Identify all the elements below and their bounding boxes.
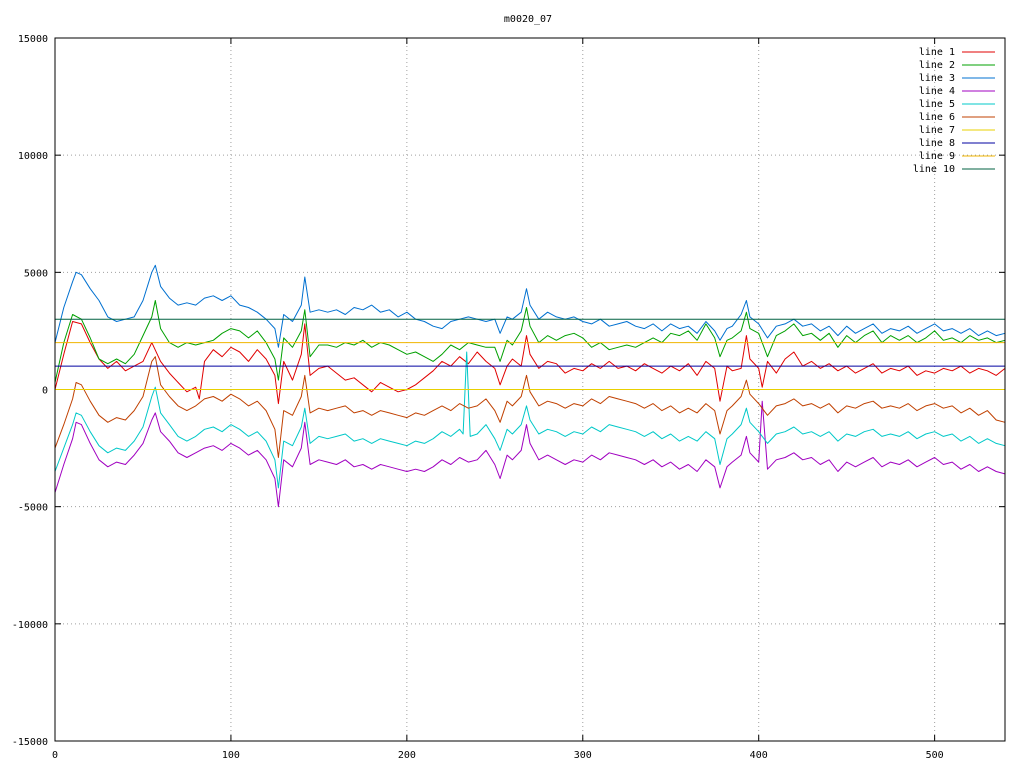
series-line-6 [54, 356, 1006, 458]
legend-label: line 4 [919, 86, 955, 97]
chart-title: m0020_07 [504, 14, 552, 25]
legend-label: line 1 [919, 47, 955, 58]
legend-label: line 2 [919, 60, 955, 71]
x-tick-label: 400 [750, 750, 768, 761]
y-tick-label: -5000 [18, 503, 48, 514]
y-tick-label: 10000 [18, 151, 48, 162]
x-tick-label: 500 [926, 750, 944, 761]
legend-label: line 3 [919, 73, 955, 84]
legend-label: line 8 [919, 138, 955, 149]
x-tick-label: 200 [398, 750, 416, 761]
legend-label: line 6 [919, 112, 955, 123]
x-tick-label: 300 [574, 750, 592, 761]
y-tick-label: 0 [42, 386, 48, 397]
x-tick-label: 100 [222, 750, 240, 761]
y-tick-label: 15000 [18, 34, 48, 45]
legend-label: line 7 [919, 125, 955, 136]
series-line-4 [54, 400, 1006, 508]
y-axis: -15000 -10000 -5000 0 5000 10000 15000 [12, 34, 1005, 748]
legend-label: line 10 [913, 164, 955, 175]
plot-frame [54, 37, 1006, 742]
x-axis: 0 100 200 300 400 500 [52, 38, 944, 761]
x-tick-label: 0 [52, 750, 58, 761]
y-tick-label: -15000 [12, 737, 48, 748]
series-lines [54, 264, 1006, 508]
legend-label: line 9 [919, 151, 955, 162]
y-tick-label: 5000 [24, 268, 48, 279]
y-tick-label: -10000 [12, 620, 48, 631]
legend-label: line 5 [919, 99, 955, 110]
series-line-2 [54, 300, 1006, 383]
series-line-5 [54, 351, 1006, 489]
series-line-1 [54, 321, 1006, 405]
series-line-3 [54, 264, 1006, 348]
legend: line 1 line 2 line 3 line 4 line 5 line 6 line… [913, 47, 995, 175]
